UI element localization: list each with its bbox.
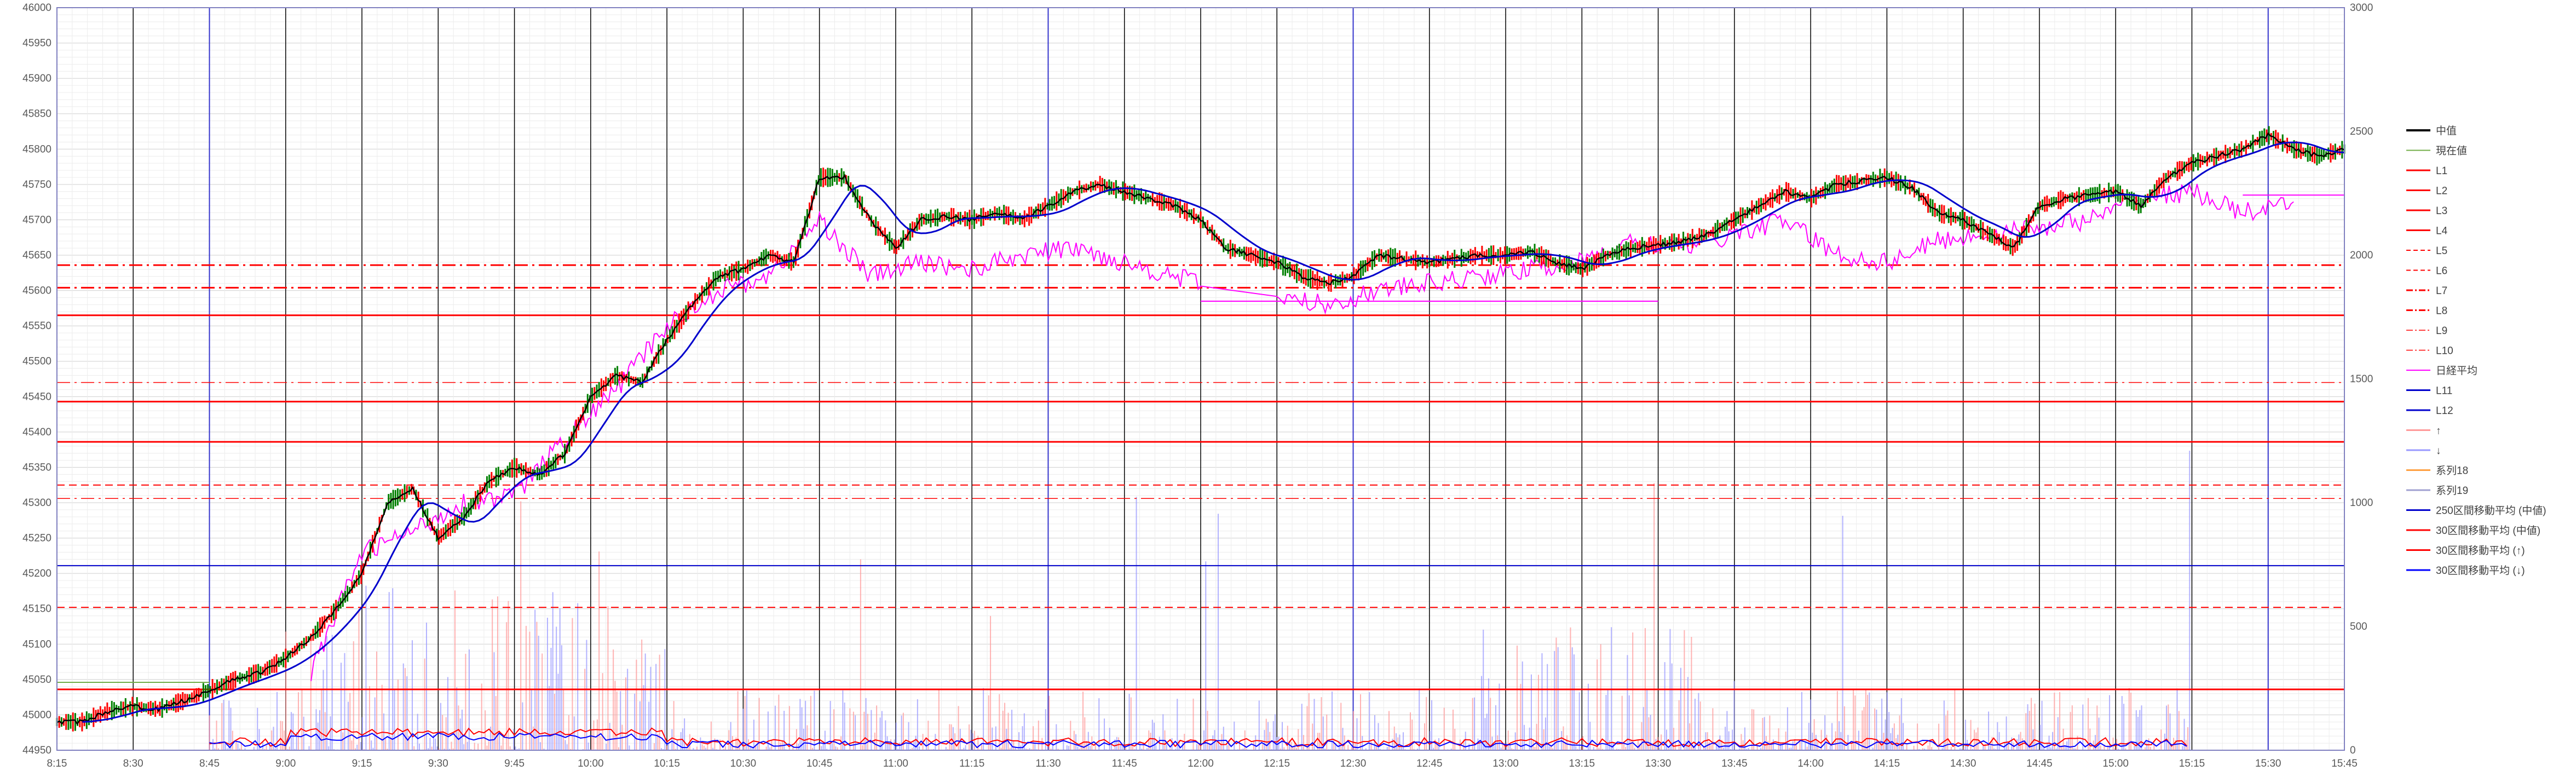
x-tick-label: 14:45 <box>2026 758 2053 769</box>
y-axis-ticks: 44950 45000 45050 45100 45150 45200 45250 45300… <box>22 2 51 756</box>
y-tick-label: 45700 <box>22 214 51 226</box>
x-tick-label: 15:00 <box>2102 758 2129 769</box>
x-tick-label: 10:45 <box>806 758 833 769</box>
x-tick-label: 14:15 <box>1874 758 1900 769</box>
x-tick-label: 9:00 <box>275 758 296 769</box>
legend-label: 系列18 <box>2436 465 2468 477</box>
legend-label: 系列19 <box>2436 485 2468 497</box>
y-tick-label: 44950 <box>22 745 51 756</box>
ma250-line <box>82 141 2345 723</box>
x-tick-label: 9:15 <box>352 758 372 769</box>
y2-tick-label: 3000 <box>2350 2 2373 14</box>
legend-label: L6 <box>2436 266 2447 277</box>
x-tick-label: 11:30 <box>1035 758 1061 769</box>
time-markers <box>56 8 2345 750</box>
legend-label: L1 <box>2436 165 2447 177</box>
x-tick-label: 14:30 <box>1950 758 1976 769</box>
price-series <box>56 126 2346 732</box>
y-tick-label: 45500 <box>22 356 51 367</box>
x-tick-label: 12:15 <box>1264 758 1290 769</box>
legend-label: L7 <box>2436 285 2447 297</box>
y-tick-label: 45050 <box>22 674 51 686</box>
y2-tick-label: 2000 <box>2350 250 2373 261</box>
y2-tick-label: 2500 <box>2350 126 2373 137</box>
legend-label: ↑ <box>2436 426 2441 437</box>
legend-label: L12 <box>2436 405 2453 417</box>
legend-label: 中值 <box>2436 125 2457 137</box>
nikkei-average-line <box>310 182 2294 681</box>
x-tick-label: 12:30 <box>1340 758 1367 769</box>
y-tick-label: 46000 <box>22 2 51 14</box>
legend-label: 30区間移動平均 (中値) <box>2436 525 2540 537</box>
mid-value-line <box>56 132 2345 726</box>
x-axis-ticks: 8:15 8:30 8:45 9:00 9:15 9:30 9:45 10:00 10:15 10… <box>47 758 2358 769</box>
y-tick-label: 45150 <box>22 603 51 615</box>
x-tick-label: 8:45 <box>199 758 220 769</box>
x-tick-label: 13:45 <box>1721 758 1748 769</box>
y-tick-label: 45650 <box>22 250 51 261</box>
x-tick-label: 12:00 <box>1188 758 1214 769</box>
x-tick-label: 11:15 <box>959 758 984 769</box>
x-tick-label: 9:30 <box>428 758 448 769</box>
legend-label: L9 <box>2436 325 2447 337</box>
y-tick-label: 45000 <box>22 709 51 721</box>
x-tick-label: 9:45 <box>504 758 525 769</box>
x-tick-label: 14:00 <box>1797 758 1824 769</box>
y-tick-label: 45250 <box>22 533 51 544</box>
legend-label: 日経平均 <box>2436 365 2477 377</box>
x-tick-label: 11:00 <box>883 758 908 769</box>
x-tick-label: 12:45 <box>1416 758 1443 769</box>
x-tick-label: 15:45 <box>2331 758 2358 769</box>
legend-label: 250区間移動平均 (中値) <box>2436 505 2546 517</box>
x-tick-label: 11:45 <box>1112 758 1137 769</box>
y-tick-label: 45750 <box>22 179 51 191</box>
y-tick-label: 45400 <box>22 427 51 438</box>
legend-label: 現在値 <box>2436 145 2467 157</box>
x-tick-label: 8:15 <box>47 758 67 769</box>
legend-label: ↓ <box>2436 445 2441 457</box>
x-tick-label: 8:30 <box>123 758 143 769</box>
x-tick-label: 13:15 <box>1569 758 1595 769</box>
y2-axis-ticks: 0 500 1000 1500 2000 2500 3000 <box>2350 2 2373 756</box>
legend-label: L5 <box>2436 245 2447 257</box>
y-tick-label: 45450 <box>22 391 51 403</box>
y-tick-label: 45550 <box>22 320 51 332</box>
y-tick-label: 45200 <box>22 568 51 579</box>
y2-tick-label: 1500 <box>2350 373 2373 385</box>
legend-label: L4 <box>2436 226 2448 237</box>
y-tick-label: 45850 <box>22 108 51 120</box>
x-tick-label: 10:30 <box>730 758 757 769</box>
legend-label: L10 <box>2436 346 2453 357</box>
x-tick-label: 10:00 <box>578 758 604 769</box>
ma30-down-line <box>209 732 2187 749</box>
x-tick-label: 15:30 <box>2255 758 2281 769</box>
x-tick-label: 13:00 <box>1492 758 1519 769</box>
legend-label: 30区間移動平均 (↓) <box>2436 565 2525 577</box>
y2-tick-label: 1000 <box>2350 497 2373 509</box>
legend-label: L2 <box>2436 186 2447 197</box>
y-tick-label: 45300 <box>22 497 51 509</box>
legend-label: L3 <box>2436 205 2447 217</box>
y-tick-label: 45800 <box>22 143 51 155</box>
y-tick-label: 45950 <box>22 38 51 49</box>
x-tick-label: 15:15 <box>2179 758 2205 769</box>
volume-bars <box>209 450 2192 750</box>
y2-tick-label: 0 <box>2350 745 2356 756</box>
x-tick-label: 10:15 <box>654 758 680 769</box>
y-tick-label: 45900 <box>22 73 51 84</box>
legend-label: L8 <box>2436 306 2447 317</box>
y-tick-label: 45350 <box>22 462 51 473</box>
legend-label: L11 <box>2436 386 2452 397</box>
y2-tick-label: 500 <box>2350 621 2367 633</box>
legend-label: 30区間移動平均 (↑) <box>2436 545 2525 557</box>
x-tick-label: 13:30 <box>1645 758 1672 769</box>
y-tick-label: 45600 <box>22 285 51 297</box>
price-levels <box>57 194 2344 691</box>
plot-border <box>56 7 2345 751</box>
y-tick-label: 45100 <box>22 639 51 650</box>
